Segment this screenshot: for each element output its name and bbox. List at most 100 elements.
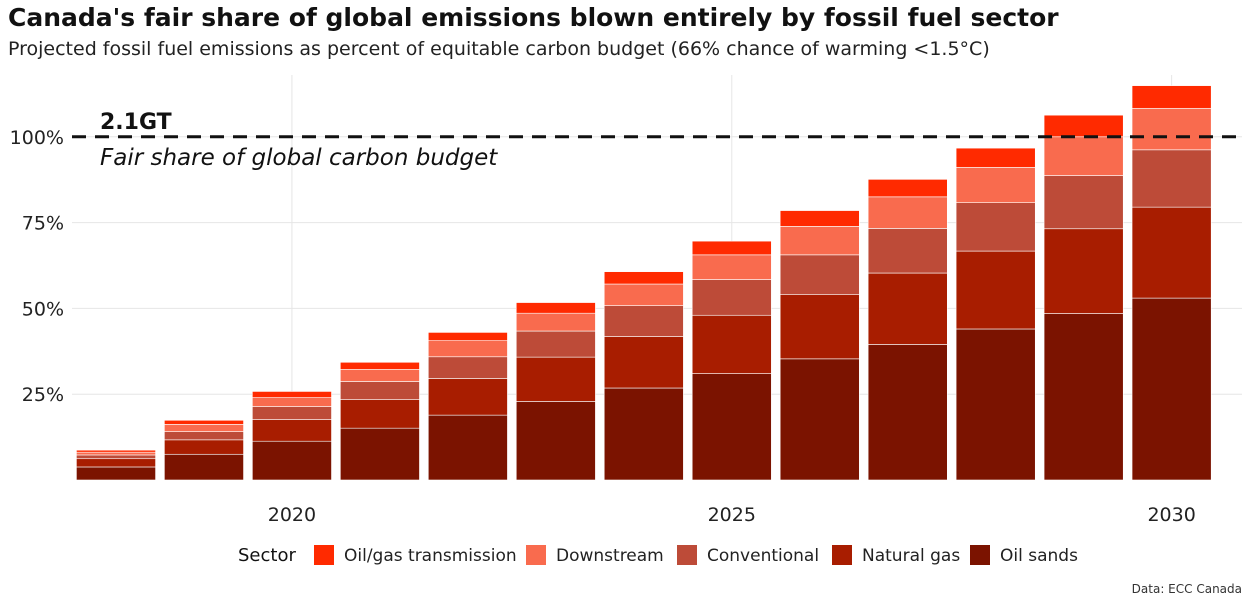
bar-segment-natural-gas <box>252 419 332 442</box>
bar-stack <box>164 419 244 481</box>
bar-segment-oil-gas-transmission <box>867 179 948 198</box>
bar-segment-natural-gas <box>515 356 596 402</box>
legend-label: Oil/gas transmission <box>344 546 517 566</box>
bar-segment-oil-gas-transmission <box>691 240 772 256</box>
bar-stack <box>427 332 508 481</box>
bar-segment-oil-sands <box>779 358 860 481</box>
y-tick-label: 75% <box>22 213 64 235</box>
bar-stack <box>779 210 860 481</box>
bar-segment-conventional <box>779 254 860 295</box>
bar-segment-oil-sands <box>691 373 772 481</box>
y-axis-ticks: 25% 50% 75% 100% <box>10 127 64 406</box>
bar-segment-conventional <box>76 454 156 460</box>
bar-segment-conventional <box>427 356 508 379</box>
reference-line-group: 2.1GT Fair share of global carbon budget <box>72 110 1242 171</box>
bar-segment-downstream <box>252 397 332 407</box>
chart-title: Canada's fair share of global emissions … <box>8 3 1059 32</box>
bar-segment-natural-gas <box>76 458 156 468</box>
bar-segment-oil-sands <box>1131 297 1212 481</box>
legend-swatch <box>314 545 334 565</box>
bar-segment-downstream <box>427 340 508 358</box>
bar-segment-conventional <box>1043 175 1124 230</box>
bar-segment-oil-gas-transmission <box>955 147 1036 168</box>
bar-segment-conventional <box>955 202 1036 252</box>
legend: Sector Oil/gas transmission Downstream Conv… <box>238 545 1078 566</box>
legend-item: Downstream <box>526 545 664 566</box>
bar-segment-oil-gas-transmission <box>340 361 420 370</box>
bar-segment-oil-gas-transmission <box>515 302 596 314</box>
y-tick-label: 100% <box>10 127 64 149</box>
legend-swatch <box>832 545 852 565</box>
bar-segment-natural-gas <box>1131 206 1212 299</box>
bar-segment-downstream <box>1043 136 1124 176</box>
bar-segment-downstream <box>955 167 1036 203</box>
legend-item: Oil sands <box>970 545 1078 566</box>
bar-segment-oil-sands <box>1043 313 1124 481</box>
reference-line-description-label: Fair share of global carbon budget <box>100 145 498 171</box>
x-tick-label: 2030 <box>1147 504 1195 526</box>
bar-segment-natural-gas <box>164 439 244 455</box>
legend-swatch <box>677 545 697 565</box>
bar-segment-oil-gas-transmission <box>164 419 244 425</box>
bar-segment-oil-gas-transmission <box>603 271 684 285</box>
bar-segment-downstream <box>76 451 156 456</box>
bar-stack <box>76 449 156 481</box>
bar-segment-natural-gas <box>691 314 772 374</box>
bar-segment-conventional <box>340 381 420 400</box>
legend-item: Oil/gas transmission <box>314 545 517 566</box>
y-tick-label: 25% <box>22 384 64 406</box>
bar-stack <box>1131 85 1212 481</box>
bar-stack <box>252 391 332 481</box>
bar-segment-oil-sands <box>76 466 156 481</box>
bar-segment-oil-gas-transmission <box>1131 85 1212 109</box>
bar-segment-natural-gas <box>1043 228 1124 314</box>
bar-segment-conventional <box>603 305 684 337</box>
bar-stacks <box>76 85 1212 481</box>
legend-swatch <box>526 545 546 565</box>
x-tick-label: 2020 <box>268 504 316 526</box>
bar-segment-oil-sands <box>340 427 420 481</box>
bar-stack <box>955 147 1036 481</box>
bar-segment-oil-sands <box>252 440 332 481</box>
bar-segment-oil-sands <box>603 387 684 481</box>
y-tick-label: 50% <box>22 298 64 320</box>
legend-label: Conventional <box>707 546 819 566</box>
bar-segment-downstream <box>603 283 684 306</box>
bar-segment-oil-sands <box>515 401 596 481</box>
bar-segment-downstream <box>164 424 244 432</box>
bar-segment-natural-gas <box>955 250 1036 330</box>
bar-stack <box>691 240 772 481</box>
bar-segment-natural-gas <box>427 378 508 416</box>
x-axis-ticks: 2020 2025 2030 <box>268 504 1196 526</box>
bar-stack <box>867 179 948 481</box>
bar-stack <box>340 361 420 481</box>
bar-segment-oil-sands <box>867 344 948 481</box>
legend-item: Natural gas <box>832 545 960 566</box>
bar-segment-conventional <box>1131 149 1212 208</box>
bar-segment-oil-gas-transmission <box>779 210 860 227</box>
x-tick-label: 2025 <box>708 504 756 526</box>
bar-segment-oil-sands <box>427 414 508 481</box>
bar-stack <box>603 271 684 481</box>
bar-segment-oil-gas-transmission <box>252 391 332 398</box>
bar-segment-natural-gas <box>867 272 948 345</box>
bar-stack <box>1043 114 1124 481</box>
legend-label: Oil sands <box>1000 546 1078 566</box>
legend-item: Conventional <box>677 545 819 566</box>
bar-segment-oil-gas-transmission <box>1043 114 1124 138</box>
legend-label: Downstream <box>556 546 664 566</box>
bar-segment-downstream <box>867 196 948 229</box>
data-source-note: Data: ECC Canada <box>1131 582 1242 596</box>
bar-segment-downstream <box>779 226 860 256</box>
bar-segment-oil-gas-transmission <box>76 449 156 453</box>
bar-segment-conventional <box>867 228 948 274</box>
bar-segment-natural-gas <box>340 399 420 429</box>
bar-segment-natural-gas <box>779 294 860 360</box>
reference-line-value-label: 2.1GT <box>100 110 172 135</box>
bar-segment-conventional <box>164 431 244 441</box>
bar-segment-downstream <box>340 369 420 382</box>
bar-segment-downstream <box>691 254 772 280</box>
bar-segment-natural-gas <box>603 336 684 389</box>
bar-segment-conventional <box>252 406 332 420</box>
